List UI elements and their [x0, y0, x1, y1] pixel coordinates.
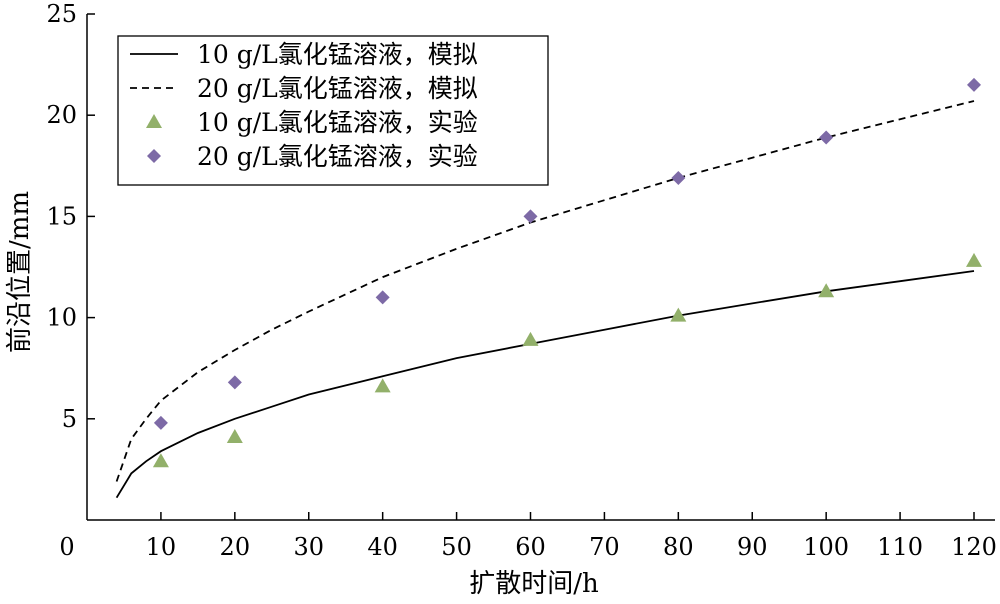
y-tick-label: 10	[46, 304, 77, 332]
legend-item: 20 g/L氯化锰溶液，实验	[147, 142, 478, 171]
x-tick-label: 10	[146, 533, 177, 561]
series-1	[115, 270, 975, 499]
x-tick-label: 80	[663, 533, 694, 561]
triangle-point	[966, 252, 982, 267]
triangle-point	[522, 331, 539, 346]
legend-label: 20 g/L氯化锰溶液，实验	[197, 142, 478, 171]
x-tick-label: 120	[951, 533, 997, 561]
diamond-point	[967, 77, 981, 92]
series-2	[115, 100, 975, 482]
diamond-point	[523, 209, 538, 224]
legend-item: 20 g/L氯化锰溶液，模拟	[130, 74, 478, 103]
legend-box	[117, 35, 549, 186]
diamond-point	[227, 375, 242, 390]
x-tick-label: 60	[515, 533, 546, 561]
triangle-point	[670, 307, 687, 322]
x-ticks: 0 10 20 30 40 50 60 70 80 90 100 110 120	[59, 512, 997, 561]
legend-marker-swatch	[146, 114, 162, 128]
triangle-point	[818, 283, 835, 298]
y-ticks: 5 10 15 20 25	[46, 0, 95, 433]
legend-item: 10 g/L氯化锰溶液，模拟	[130, 40, 478, 69]
x-tick-label: 50	[441, 533, 472, 561]
x-tick-label: 100	[803, 533, 849, 561]
y-tick-label: 15	[46, 202, 77, 230]
legend-label: 20 g/L氯化锰溶液，模拟	[197, 74, 478, 103]
legend-marker-swatch	[147, 149, 161, 163]
x-tick-label: 110	[877, 533, 923, 561]
y-tick-label: 5	[62, 405, 77, 433]
plot-axes	[86, 14, 995, 521]
series-3	[152, 252, 982, 468]
legend-label: 10 g/L氯化锰溶液，实验	[197, 108, 478, 137]
x-tick-label: 40	[367, 533, 398, 561]
x-tick-label: 20	[220, 533, 251, 561]
legend: 10 g/L氯化锰溶液，模拟 20 g/L氯化锰溶液，模拟 10 g/L氯化锰溶液，…	[117, 35, 549, 186]
y-tick-label: 20	[46, 101, 77, 129]
x-tick-label: 0	[59, 533, 74, 561]
y-axis-title: 前沿位置/mm	[5, 191, 35, 353]
x-tick-label: 30	[293, 533, 324, 561]
y-tick-label: 25	[46, 0, 77, 28]
x-tick-label: 70	[589, 533, 620, 561]
legend-label: 10 g/L氯化锰溶液，模拟	[197, 40, 478, 69]
series-line	[115, 270, 975, 499]
series-line	[115, 100, 975, 482]
diamond-point	[819, 130, 834, 145]
series-layer	[115, 77, 982, 499]
diamond-point	[671, 170, 686, 185]
legend-items: 10 g/L氯化锰溶液，模拟 20 g/L氯化锰溶液，模拟 10 g/L氯化锰溶液，…	[130, 40, 478, 171]
diamond-point	[375, 290, 390, 305]
series-4	[153, 77, 981, 430]
x-axis-title: 扩散时间/h	[469, 569, 599, 599]
diamond-point	[153, 415, 168, 430]
triangle-point	[226, 429, 243, 444]
triangle-point	[152, 453, 169, 468]
legend-item: 10 g/L氯化锰溶液，实验	[146, 108, 478, 137]
triangle-point	[374, 378, 391, 393]
x-tick-label: 90	[737, 533, 768, 561]
